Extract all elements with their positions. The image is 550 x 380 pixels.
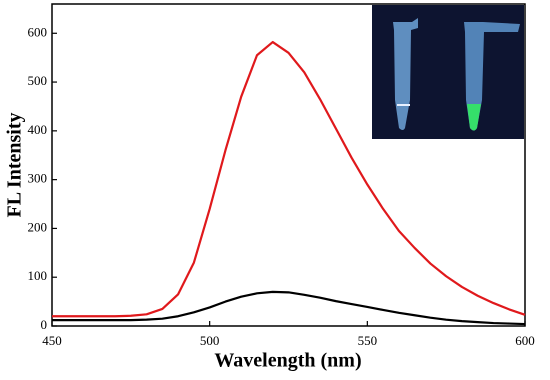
series-line	[52, 290, 526, 326]
y-tick-label: 500	[28, 73, 48, 88]
x-tick-label: 550	[358, 333, 378, 348]
y-tick-label: 400	[28, 122, 48, 137]
y-axis-label: FL Intensity	[4, 112, 26, 217]
x-tick-label: 600	[515, 333, 535, 348]
y-tick-label: 100	[28, 268, 48, 283]
inset-photo	[372, 5, 524, 139]
y-tick-label: 600	[28, 24, 48, 39]
x-tick-label: 500	[200, 333, 220, 348]
x-tick-label: 450	[42, 333, 62, 348]
x-axis-label: Wavelength (nm)	[214, 350, 361, 372]
series-line	[52, 40, 526, 318]
y-tick-label: 0	[41, 317, 48, 332]
tube-right-fluorescence	[467, 104, 481, 131]
y-tick-label: 300	[28, 171, 48, 186]
plot-frame	[51, 3, 526, 327]
tube-left	[393, 18, 418, 130]
tube-right	[464, 22, 520, 131]
y-tick-label: 200	[28, 219, 48, 234]
